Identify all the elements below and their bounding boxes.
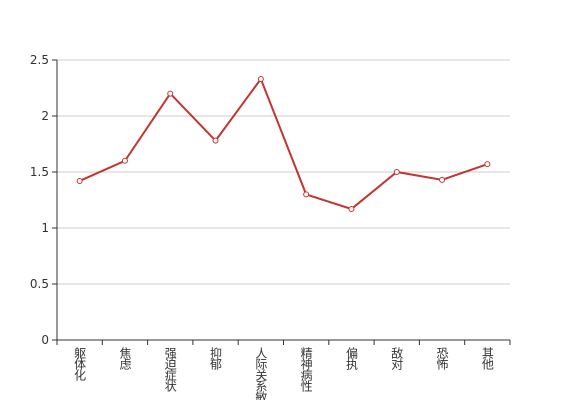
point <box>439 176 446 183</box>
point <box>167 90 174 97</box>
point <box>257 76 264 83</box>
x-tick-label: 人际关系敏感 <box>254 347 268 400</box>
x-tick-label: 抑郁 <box>209 346 223 371</box>
line <box>79 76 488 211</box>
x-tick-label: 精神病性 <box>299 347 313 393</box>
x-tick-label: 敌对 <box>390 346 404 370</box>
y-tick-label: 2 <box>41 109 49 123</box>
x-tick-label: 强迫症状 <box>163 347 177 392</box>
y-tick-label: 0 <box>41 333 49 347</box>
point <box>484 161 491 168</box>
x-tick-label: 偏执 <box>344 346 358 371</box>
point <box>76 177 83 184</box>
y-tick-label: 0.5 <box>30 277 49 291</box>
point <box>303 191 310 198</box>
y-tick-label: 1 <box>41 221 49 235</box>
point <box>212 137 219 144</box>
y-tick-label: 1.5 <box>30 165 49 179</box>
point <box>348 205 355 212</box>
y-tick-label: 2.5 <box>30 53 49 67</box>
point <box>121 157 128 164</box>
x-tick-label: 焦虑 <box>118 347 132 370</box>
point <box>393 169 400 175</box>
x-tick-label: 其他 <box>480 347 494 370</box>
x-tick-label: 恐怖 <box>435 347 449 370</box>
x-tick-label: 躯体化 <box>73 346 87 382</box>
